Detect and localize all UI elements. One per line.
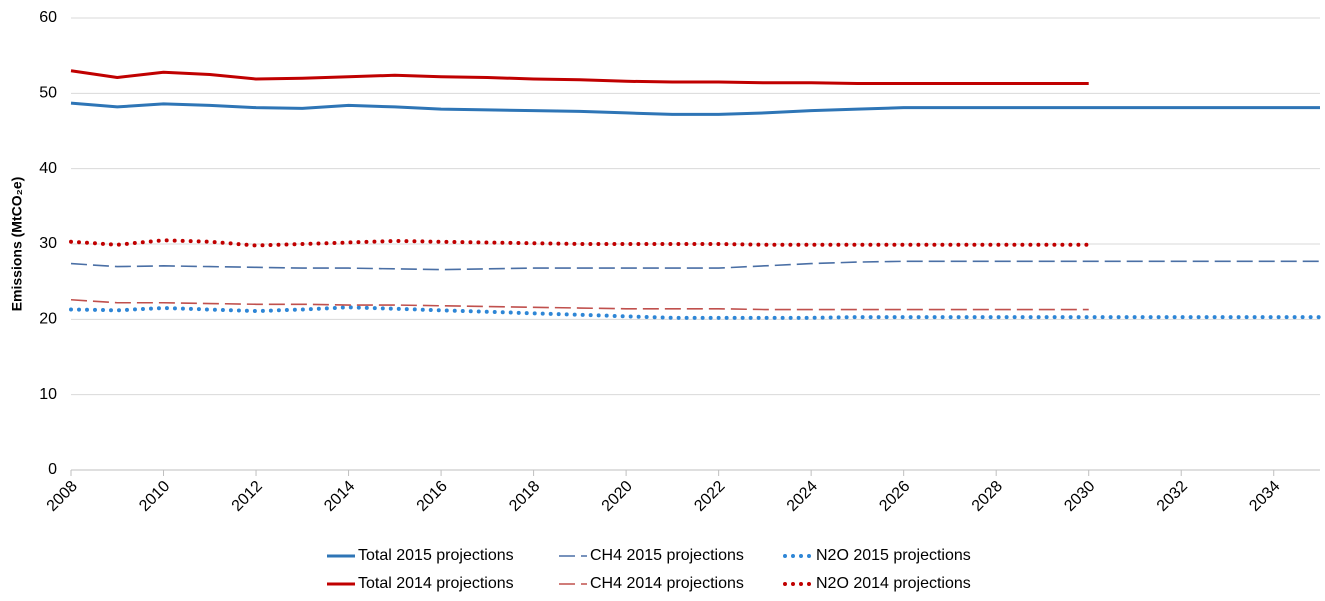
y-tick-label: 40	[39, 160, 57, 177]
x-tick-label: 2014	[321, 478, 358, 515]
x-tick-label: 2008	[44, 478, 81, 515]
x-tick-label: 2028	[969, 478, 1006, 515]
y-tick-label: 10	[39, 386, 57, 403]
x-tick-label: 2024	[784, 478, 821, 515]
series-line	[69, 238, 1091, 248]
x-tick-label: 2012	[229, 478, 266, 515]
legend-label: Total 2015 projections	[358, 547, 514, 564]
x-tick-label: 2018	[506, 478, 543, 515]
y-tick-label: 20	[39, 311, 57, 328]
legend-label: CH4 2014 projections	[590, 575, 744, 592]
x-tick-label: 2034	[1246, 478, 1283, 515]
x-tick-label: 2022	[691, 478, 728, 515]
x-tick-label: 2020	[599, 478, 636, 515]
x-tick-label: 2032	[1154, 478, 1191, 515]
x-tick-label: 2010	[136, 478, 173, 515]
y-tick-label: 60	[39, 9, 57, 26]
y-axis-label: Emissions (MtCO₂e)	[9, 177, 25, 312]
legend-label: N2O 2015 projections	[816, 547, 971, 564]
legend-label: N2O 2014 projections	[816, 575, 971, 592]
series-line	[70, 260, 1320, 271]
series-line	[70, 101, 1320, 116]
legend-label: Total 2014 projections	[358, 575, 514, 592]
legend-label: CH4 2015 projections	[590, 547, 744, 564]
series-line	[70, 69, 1089, 86]
x-tick-label: 2016	[414, 478, 451, 515]
x-tick-label: 2030	[1061, 478, 1098, 515]
series-line	[69, 305, 1322, 320]
y-tick-label: 50	[39, 85, 57, 102]
series-line	[70, 298, 1089, 311]
x-tick-label: 2026	[876, 478, 913, 515]
y-tick-label: 30	[39, 235, 57, 252]
y-tick-label: 0	[48, 461, 57, 478]
